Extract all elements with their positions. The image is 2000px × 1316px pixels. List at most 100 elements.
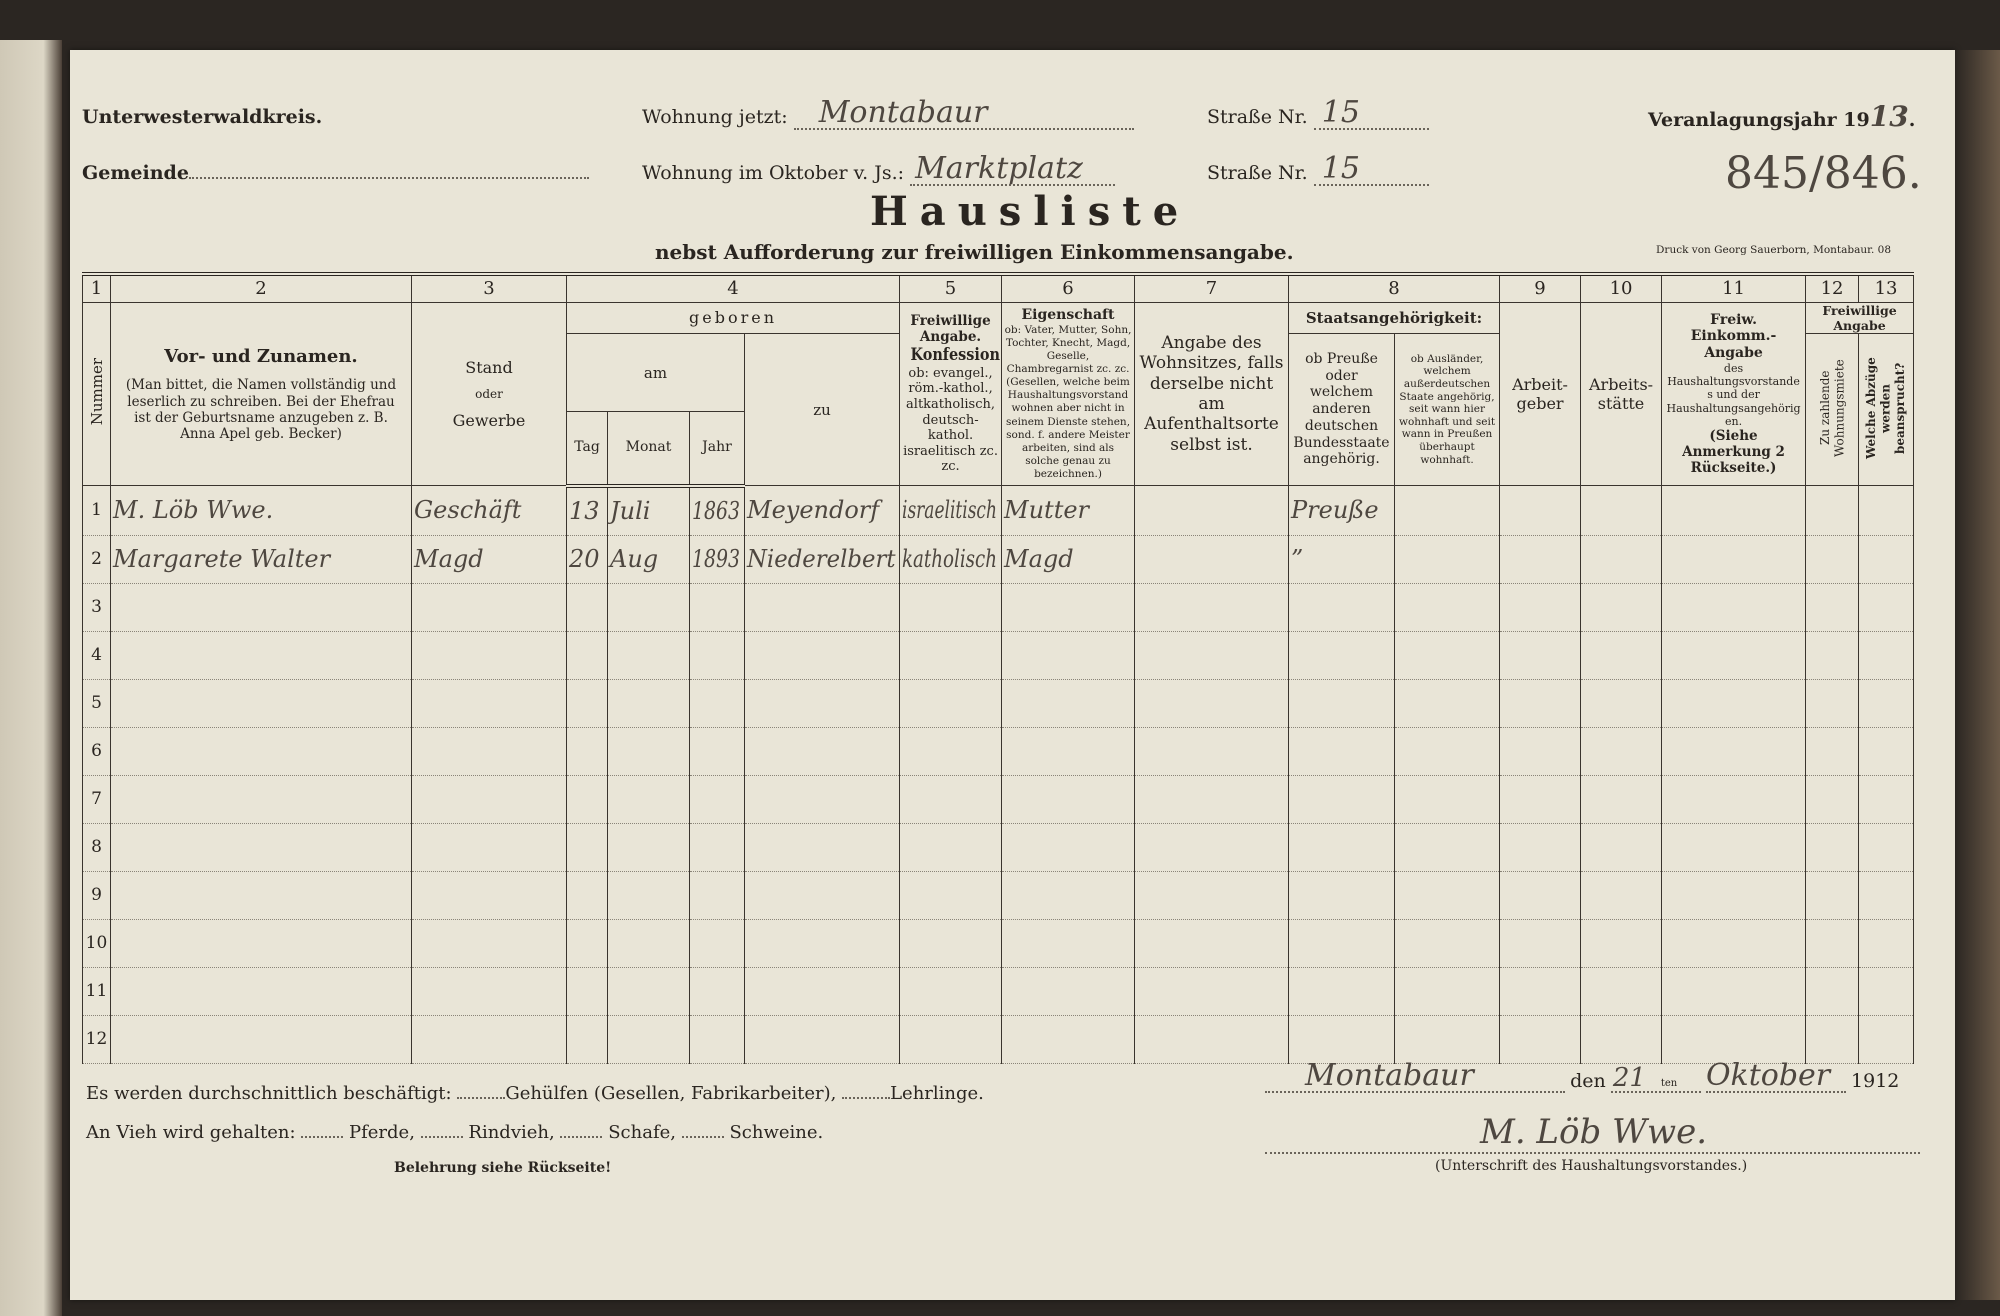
cell-jahr (689, 727, 745, 776)
cell-name: Margarete Walter (110, 535, 412, 584)
cell-preusse (1288, 967, 1396, 1016)
cell-abzuege (1858, 871, 1915, 920)
helpers-label: Gehülfen (Gesellen, Fabrikarbeiter), (505, 1083, 837, 1104)
cell-preusse (1288, 775, 1396, 824)
header-prussian: ob Preuße oder welchem anderen deutschen… (1288, 333, 1396, 486)
handwritten-konfession: israelitisch (902, 495, 997, 524)
cell-miete (1805, 967, 1860, 1016)
cell-name: M. Löb Wwe. (110, 485, 412, 536)
cell-auslaender (1394, 583, 1501, 632)
cell-monat: Juli (607, 485, 690, 536)
table-row: 11 (82, 967, 1915, 1016)
page-title: Hausliste (870, 188, 1191, 235)
header-voluntary: Freiwillige Angabe (1805, 302, 1915, 334)
cell-tag (566, 823, 608, 872)
header-occupation-b: oder (475, 386, 503, 401)
cell-konfession (899, 967, 1003, 1016)
handwritten-zu: Niederelbert (747, 544, 896, 573)
cell-monat (607, 631, 690, 680)
cell-wohnsitz (1134, 679, 1290, 728)
cell-arbeitgeber (1499, 871, 1582, 920)
signature-caption: (Unterschrift des Haushaltungsvorstandes… (1435, 1158, 1748, 1174)
cell-monat (607, 679, 690, 728)
apprentices-label: Lehrlinge. (890, 1083, 984, 1104)
cell-arbeitsstaette (1580, 535, 1663, 584)
cell-arbeitgeber (1499, 679, 1582, 728)
cell-konfession (899, 727, 1003, 776)
table-row: 12 (82, 1015, 1915, 1064)
date-suffix: ten (1660, 1078, 1678, 1089)
cell-monat (607, 823, 690, 872)
cell-stand: Geschäft (411, 485, 567, 536)
cell-zu (743, 727, 901, 776)
cell-arbeitgeber (1499, 823, 1582, 872)
cell-name (110, 871, 412, 920)
cell-jahr (689, 967, 745, 1016)
column-number: 5 (899, 272, 1003, 303)
cell-einkommen (1661, 485, 1807, 536)
cell-name (110, 727, 412, 776)
handwritten-eigenschaft: Mutter (1004, 495, 1090, 524)
header-day: Tag (566, 411, 608, 488)
cell-abzuege (1858, 1015, 1915, 1064)
street-october-field: Straße Nr. 15 (1207, 151, 1429, 186)
cell-preusse (1288, 823, 1396, 872)
district-label: Unterwesterwaldkreis. (82, 106, 323, 128)
cell-miete (1805, 679, 1860, 728)
column-number: 10 (1580, 272, 1663, 303)
header-born-on: am (566, 333, 745, 412)
cell-preusse (1288, 679, 1396, 728)
instruction-note: Belehrung siehe Rückseite! (394, 1160, 612, 1176)
cell-einkommen (1661, 919, 1807, 968)
place-date-line: Montabaur den 21 ten Oktober 1912 (1265, 1058, 1920, 1093)
cell-einkommen (1661, 1015, 1807, 1064)
cell-eigenschaft (1001, 583, 1136, 632)
table-row: 7 (82, 775, 1915, 824)
assessment-year-value: 13 (1869, 100, 1909, 133)
cell-zu (743, 1015, 901, 1064)
cell-zu: Meyendorf (743, 485, 901, 536)
cell-zu (743, 871, 901, 920)
column-number: 2 (110, 272, 412, 303)
cell-stand (411, 727, 567, 776)
cell-abzuege (1858, 631, 1915, 680)
cell-miete (1805, 775, 1860, 824)
horses-label: Pferde, (349, 1122, 415, 1143)
column-number-row: 1 2 3 4 5 6 7 8 9 10 11 12 13 (82, 272, 1915, 303)
place-value: Montabaur (1305, 1058, 1474, 1093)
signature: M. Löb Wwe. (1480, 1112, 1708, 1152)
cell-stand (411, 775, 567, 824)
cell-preusse (1288, 727, 1396, 776)
cell-abzuege (1858, 583, 1915, 632)
header-relationship: Eigenschaft ob: Vater, Mutter, Sohn, Toch… (1001, 302, 1136, 486)
header-employer: Arbeit-geber (1499, 302, 1582, 486)
cell-miete (1805, 727, 1860, 776)
column-number: 13 (1858, 272, 1915, 303)
header-income: Freiw. Einkomm.-Angabe des Haushaltungsvo… (1661, 302, 1807, 486)
column-number: 1 (82, 272, 111, 303)
row-number: 9 (82, 871, 111, 920)
cell-preusse: ” (1288, 535, 1396, 584)
street-now-value: 15 (1321, 95, 1360, 130)
cell-abzuege (1858, 919, 1915, 968)
street-label: Straße Nr. (1207, 162, 1308, 184)
cell-jahr (689, 1015, 745, 1064)
cell-eigenschaft (1001, 1015, 1136, 1064)
cell-miete (1805, 535, 1860, 584)
handwritten-tag: 20 (569, 544, 600, 573)
cell-tag (566, 967, 608, 1016)
cell-konfession: israelitisch (899, 485, 1003, 536)
cell-wohnsitz (1134, 967, 1290, 1016)
street-label: Straße Nr. (1207, 106, 1308, 128)
cell-auslaender (1394, 679, 1501, 728)
cell-konfession (899, 679, 1003, 728)
cell-konfession (899, 871, 1003, 920)
header-confession: Freiwillige Angabe. Konfession: ob: evange… (899, 302, 1003, 486)
cell-arbeitsstaette (1580, 775, 1663, 824)
table-row: 10 (82, 919, 1915, 968)
cell-konfession (899, 1015, 1003, 1064)
pigs-label: Schweine. (729, 1122, 824, 1143)
handwritten-zu: Meyendorf (747, 495, 880, 524)
cell-stand: Magd (411, 535, 567, 584)
cell-arbeitsstaette (1580, 631, 1663, 680)
